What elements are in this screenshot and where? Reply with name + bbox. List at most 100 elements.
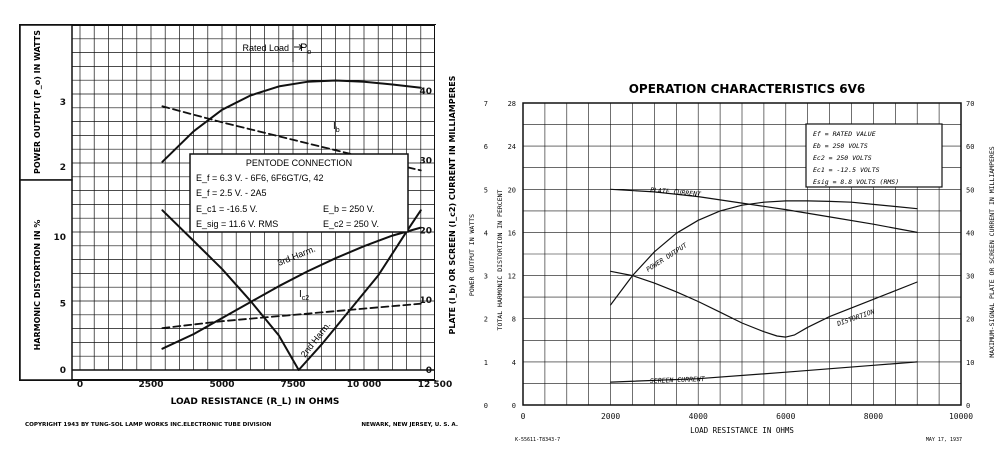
x-tick-label: 0 [77,380,83,390]
watts-tick-label: 4 [484,229,488,237]
series-2nd-harm-line [161,209,422,371]
current-tick-label: 20 [419,227,432,237]
chart-6v6: OPERATION CHARACTERISTICS 6V6 0 2000 4000 6… [468,82,996,443]
distortion-tick-label: 10 [53,233,66,243]
series-i-c2-line [161,302,422,329]
x-tick-label: 7500 [280,380,305,390]
ma-tick-label: 60 [966,143,974,151]
percent-tick-label: 12 [508,273,516,281]
watts-tick-label: 7 [484,100,488,108]
title-6v6: OPERATION CHARACTERISTICS 6V6 [629,82,866,96]
x-tick-label: 0 [521,412,526,421]
footer-right-6v6: MAY 17, 1937 [926,437,962,443]
grid-6v6 [523,103,961,405]
series-p-o-line [161,79,422,163]
ylabel-distortion: HARMONIC DISTORTION IN % [33,220,42,351]
series-distortion-line [610,270,918,338]
ma-tick-label: 50 [966,186,974,194]
x-tick-label: 6000 [776,412,795,421]
series-screen-current-line [610,361,918,383]
chart-6f6: POWER OUTPUT (P_o) IN WATTS HARMONIC DIS… [19,24,465,428]
conditions-6v6-line-1: Ef = RATED VALUE [813,130,876,138]
percent-tick-label: 16 [508,229,516,237]
x-tick-label: 2000 [601,412,620,421]
ylabel-power: POWER OUTPUT (P_o) IN WATTS [33,30,42,174]
watts-tick-label: 0 [484,402,488,410]
ylabel-current: PLATE (I_b) OR SCREEN (I_c2) CURRENT IN … [448,75,457,334]
po-label: Po [300,42,311,56]
ib-label: Ib [333,121,340,134]
ylabel-percent: TOTAL HARMONIC DISTORTION IN PERCENT [496,189,504,330]
conditions-box-6f6: PENTODE CONNECTION E_f = 6.3 V. - 6F6, 6… [189,153,409,233]
conditions-6v6-line-2: Eb = 250 VOLTS [813,142,868,150]
series-plate-current-line [610,188,918,233]
x-tick-label: 12 500 [418,380,452,390]
percent-tick-label: 0 [512,402,516,410]
series-3rd-harm-line [161,226,422,350]
x-tick-label: 10000 [949,412,973,421]
series-power-output-line [610,200,918,306]
conditions-box-6v6: Ef = RATED VALUE Eb = 250 VOLTS Ec2 = 25… [805,123,943,188]
xlabel-6v6: LOAD RESISTANCE IN OHMS [690,426,794,435]
conditions-line-3a: E_c1 = -16.5 V. [196,204,257,214]
ma-tick-label: 20 [966,316,974,324]
conditions-line-4a: E_sig = 11.6 V. RMS [196,219,278,229]
second-harm-label: 2nd Harm. [299,320,333,359]
ma-tick-label: 0 [966,402,970,410]
ic2-label: Ic2 [299,289,309,302]
ma-tick-label: 70 [966,100,974,108]
power-label-panel [19,24,73,181]
x-tick-label: 4000 [689,412,708,421]
third-harm-label: 3rd Harm. [276,244,317,268]
ma-tick-label: 10 [966,359,974,367]
percent-tick-label: 4 [512,359,516,367]
current-tick-label: 30 [419,157,432,167]
distortion-label: DISTORTION [835,308,876,329]
ma-tick-label: 30 [966,273,974,281]
xlabel-6f6: LOAD RESISTANCE (R_L) IN OHMS [171,397,340,407]
ylabel-ma: MAXIMUM-SIGNAL PLATE OR SCREEN CURRENT I… [988,146,996,357]
power-tick-label: 3 [60,98,66,108]
conditions-6v6-line-3: Ec2 = 250 VOLTS [813,154,872,162]
percent-tick-label: 8 [512,316,516,324]
footer-left-6v6: K-55611-T8343-7 [515,437,560,443]
ticks-6v6: 0 2000 4000 6000 8000 10000048121620242801234… [484,100,975,421]
x-tick-label: 10 000 [347,380,381,390]
percent-tick-label: 24 [508,143,516,151]
watts-tick-label: 3 [484,273,488,281]
x-tick-label: 2500 [138,380,163,390]
conditions-frame-6f6 [189,153,409,233]
x-tick-label: 8000 [864,412,883,421]
screen-current-label: SCREEN CURRENT [650,375,706,385]
ylabel-watts: POWER OUTPUT IN WATTS [468,214,476,296]
power-output-label: POWER OUTPUT [645,241,690,274]
current-tick-label: 40 [419,87,432,97]
rated-load-arrow [294,44,304,50]
distortion-label-panel [19,179,73,381]
conditions-line-1: E_f = 6.3 V. - 6F6, 6F6GT/G, 42 [196,173,323,183]
percent-tick-label: 28 [508,100,516,108]
conditions-6v6-line-4: Ec1 = -12.5 VOLTS [813,166,880,174]
conditions-line-4b: E_c2 = 250 V. [323,219,379,229]
footer-left-6f6: COPYRIGHT 1943 BY TUNG-SOL LAMP WORKS IN… [25,422,272,428]
conditions-6v6-line-5: Esig = 8.8 VOLTS (RMS) [813,178,899,186]
watts-tick-label: 1 [484,359,488,367]
rated-load-label: Rated Load [242,43,289,53]
ma-tick-label: 40 [966,229,974,237]
plot-frame-6v6 [522,102,962,406]
current-tick-label: 10 [419,296,432,306]
conditions-line-3b: E_b = 250 V. [323,204,374,214]
watts-tick-label: 2 [484,316,488,324]
current-tick-label: 0 [426,366,432,376]
footer-right-6f6: NEWARK, NEW JERSEY, U. S. A. [361,422,458,428]
conditions-frame-6v6 [805,123,943,188]
distortion-tick-label: 0 [60,366,66,376]
distortion-tick-label: 5 [60,300,66,310]
watts-tick-label: 6 [484,143,488,151]
power-tick-label: 2 [60,163,66,173]
series-6v6 [610,188,918,383]
current-label-panel [435,25,465,380]
x-tick-label: 5000 [209,380,234,390]
